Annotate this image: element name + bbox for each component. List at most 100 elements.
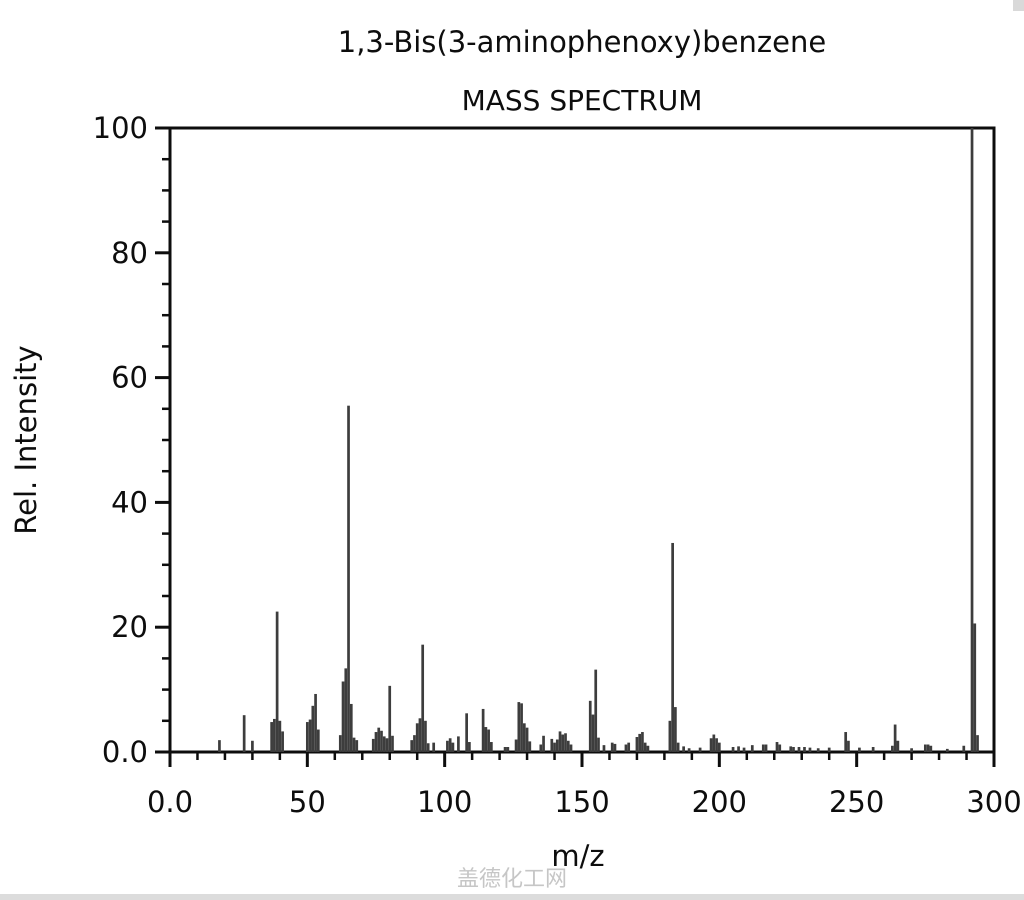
peak-bar bbox=[717, 742, 721, 752]
peak-bar bbox=[847, 740, 850, 752]
peak-bar bbox=[426, 743, 430, 752]
peak-bar bbox=[415, 723, 419, 752]
peak-bar bbox=[503, 747, 507, 752]
peak-bar bbox=[594, 669, 598, 752]
x-tick-label: 150 bbox=[554, 785, 609, 819]
peak-bar bbox=[305, 722, 309, 752]
peak-bar bbox=[627, 742, 631, 752]
peak-bar bbox=[484, 727, 488, 752]
x-axis-label: m/z bbox=[551, 839, 604, 873]
y-tick-label: 0.0 bbox=[102, 735, 148, 769]
watermark-text: 盖德化工网 bbox=[457, 867, 567, 892]
peak-bar bbox=[671, 542, 674, 752]
peak-bar bbox=[481, 708, 485, 752]
peak-bar bbox=[643, 742, 647, 752]
y-axis-label: Rel. Intensity bbox=[9, 345, 43, 534]
peak-bar bbox=[591, 714, 595, 752]
y-tick-label: 100 bbox=[93, 111, 148, 145]
peak-bar bbox=[347, 405, 350, 752]
peak-bar bbox=[311, 705, 315, 752]
peak-bar bbox=[446, 740, 449, 752]
peak-bar bbox=[764, 744, 768, 752]
peak-bar bbox=[923, 744, 927, 752]
peak-bar bbox=[517, 702, 521, 752]
peak-bar bbox=[468, 742, 471, 752]
peak-bar bbox=[388, 685, 392, 752]
peak-bar bbox=[218, 740, 221, 752]
chart-title: 1,3-Bis(3-aminophenoxy)benzene bbox=[338, 25, 826, 59]
peak-bar bbox=[698, 747, 702, 752]
x-tick-label: 250 bbox=[829, 785, 884, 819]
peak-bar bbox=[624, 744, 628, 752]
peak-bar bbox=[674, 707, 677, 752]
x-tick-label: 300 bbox=[966, 785, 1021, 819]
peak-bar bbox=[377, 727, 381, 752]
peak-bar bbox=[374, 732, 378, 752]
peak-bar bbox=[385, 738, 389, 752]
peak-bar bbox=[945, 748, 949, 752]
peak-bar bbox=[970, 128, 974, 752]
bottom-edge-strip bbox=[0, 894, 1024, 900]
peak-bar bbox=[566, 740, 570, 752]
peak-bar bbox=[270, 722, 273, 752]
peak-bars-group bbox=[218, 128, 979, 752]
peak-bar bbox=[391, 735, 394, 752]
peak-bar bbox=[808, 747, 812, 752]
peak-bar bbox=[588, 700, 592, 752]
x-axis-ticks-group: 0.0 50 100 150 200 250 300 bbox=[147, 752, 1022, 819]
peak-bar bbox=[424, 720, 427, 752]
peak-bar bbox=[451, 742, 455, 752]
peak-bar bbox=[569, 744, 573, 752]
peak-bar bbox=[778, 744, 782, 752]
peak-bar bbox=[413, 735, 416, 752]
peak-bar bbox=[382, 736, 386, 752]
peak-bar bbox=[687, 748, 691, 752]
peak-bar bbox=[555, 739, 559, 752]
peak-bar bbox=[910, 748, 913, 752]
peak-bar bbox=[421, 644, 425, 752]
peak-bar bbox=[251, 740, 254, 752]
peak-bar bbox=[613, 743, 617, 752]
peak-bar bbox=[465, 713, 468, 752]
peak-bar bbox=[371, 738, 375, 752]
y-tick-label: 20 bbox=[111, 610, 148, 644]
peak-bar bbox=[525, 727, 529, 752]
peak-bar bbox=[750, 745, 754, 752]
peak-bar bbox=[539, 744, 543, 752]
peak-bar bbox=[242, 715, 246, 752]
peak-bar bbox=[712, 734, 716, 752]
peak-bar bbox=[896, 740, 900, 752]
peak-bar bbox=[344, 668, 348, 752]
peak-bar bbox=[506, 747, 510, 752]
peak-bar bbox=[410, 740, 414, 752]
peak-bar bbox=[550, 738, 554, 752]
peak-bar bbox=[789, 746, 793, 752]
peak-bar bbox=[893, 724, 897, 752]
peak-bar bbox=[558, 731, 562, 752]
peak-bar bbox=[341, 681, 345, 752]
peak-bar bbox=[597, 737, 600, 752]
peak-bar bbox=[314, 693, 317, 752]
x-tick-label: 200 bbox=[692, 785, 747, 819]
chart-subtitle: MASS SPECTRUM bbox=[462, 84, 703, 117]
peak-bar bbox=[742, 747, 746, 752]
peak-bar bbox=[338, 735, 342, 752]
peak-bar bbox=[709, 738, 713, 752]
y-axis-ticks-group: 0.0 20 40 60 80 100 bbox=[93, 111, 170, 769]
peak-bar bbox=[962, 745, 966, 752]
peak-bar bbox=[308, 719, 312, 752]
x-tick-label: 0.0 bbox=[147, 785, 193, 819]
peak-bar bbox=[775, 742, 779, 752]
peak-bar bbox=[275, 611, 279, 752]
peak-bar bbox=[816, 748, 820, 752]
peak-bar bbox=[668, 720, 672, 752]
peak-bar bbox=[349, 703, 353, 752]
peak-bar bbox=[731, 747, 735, 752]
peak-bar bbox=[715, 738, 718, 752]
peak-bar bbox=[448, 738, 452, 752]
peak-bar bbox=[973, 623, 977, 752]
peak-bar bbox=[355, 740, 359, 752]
peak-bar bbox=[797, 747, 801, 752]
peak-bar bbox=[926, 744, 930, 752]
